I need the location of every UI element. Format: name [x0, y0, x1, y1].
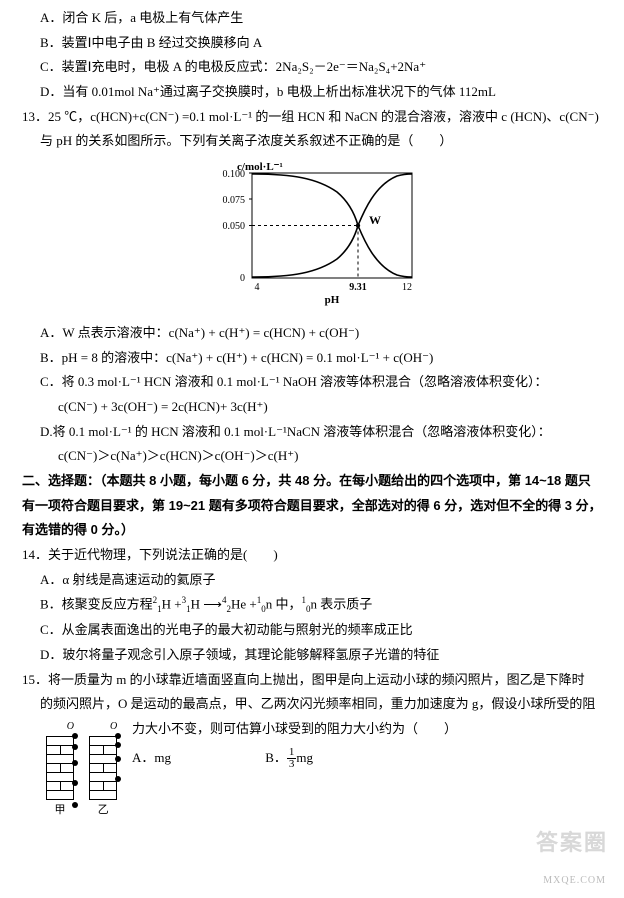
q13-chart-wrap: c/mol·L⁻¹ 0.100 0.075 0.050 0 4 9.31 12 … — [22, 158, 602, 317]
svg-text:9.31: 9.31 — [349, 282, 367, 293]
q15-opt-b: B．13mg — [265, 746, 313, 771]
svg-text:12: 12 — [402, 282, 412, 293]
svg-text:0.075: 0.075 — [223, 195, 246, 206]
q14-opt-d: D．玻尔将量子观念引入原子领域，其理论能够解释氢原子光谱的特征 — [22, 643, 602, 668]
q14-opt-b: B．核聚变反应方程21H +31H ⟶42He +10n 中，10n 表示质子 — [22, 592, 602, 618]
q13-opt-b: B．pH = 8 的溶液中：c(Na⁺) + c(H⁺) + c(HCN) = … — [22, 346, 602, 371]
q12-opt-b: B．装置Ⅰ中电子由 B 经过交换膜移向 A — [22, 31, 602, 56]
q13-opt-a: A．W 点表示溶液中：c(Na⁺) + c(H⁺) = c(HCN) + c(O… — [22, 321, 602, 346]
q15-stem-1: 15．将一质量为 m 的小球靠近墙面竖直向上抛出，图甲是向上运动小球的频闪照片，… — [22, 668, 602, 693]
strob-col-left: O 甲 — [44, 717, 76, 821]
q13-opt-d1: D.将 0.1 mol·L⁻¹ 的 HCN 溶液和 0.1 mol·L⁻¹NaC… — [22, 420, 602, 445]
w-label: W — [369, 213, 381, 227]
q15-stem-2: 的频闪照片，O 是运动的最高点，甲、乙两次闪光频率相同，重力加速度为 g，假设小… — [22, 692, 602, 717]
q14-b-post: 表示质子 — [317, 597, 372, 612]
q13-opt-c2: c(CN⁻) + 3c(OH⁻) = 2c(HCN)+ 3c(H⁺) — [22, 395, 602, 420]
svg-text:0: 0 — [240, 273, 245, 284]
q14-opt-a: A．α 射线是高速运动的氦原子 — [22, 568, 602, 593]
section2-l1: 二、选择题：（本题共 8 小题，每小题 6 分，共 48 分。在每小题给出的四个… — [22, 469, 602, 494]
section2-l2: 有一项符合题目要求，第 19~21 题有多项符合题目要求，全部选对的得 6 分，… — [22, 494, 602, 519]
strob-col-right: O 乙 — [87, 717, 119, 821]
q14-stem: 14．关于近代物理，下列说法正确的是( ) — [22, 543, 602, 568]
caption-right: 乙 — [87, 800, 119, 821]
q15-b-post: mg — [296, 746, 313, 771]
q14-b-pre: B．核聚变反应方程 — [40, 597, 153, 612]
q13-stem-2: 与 pH 的关系如图所示。下列有关离子浓度关系叙述不正确的是（ ） — [22, 129, 602, 154]
q13-stem-1: 13．25 ℃，c(HCN)+c(CN⁻) =0.1 mol·L⁻¹ 的一组 H… — [22, 105, 602, 130]
q13-chart: c/mol·L⁻¹ 0.100 0.075 0.050 0 4 9.31 12 … — [197, 158, 427, 308]
xlabel: pH — [325, 294, 340, 306]
q14-opt-c: C．从金属表面逸出的光电子的最大初动能与照射光的频率成正比 — [22, 618, 602, 643]
svg-text:4: 4 — [255, 282, 260, 293]
section2-l3: 有选错的得 0 分。） — [22, 518, 602, 543]
o-label-right: O — [87, 717, 119, 736]
q15-b-pre: B． — [265, 746, 287, 771]
watermark-url: MXQE.COM — [543, 871, 606, 890]
q15-stem-3: 力大小不变，则可估算小球受到的阻力大小约为（ ） — [132, 717, 602, 742]
q15-opt-a: A．mg — [132, 746, 262, 771]
svg-text:0.100: 0.100 — [223, 169, 246, 180]
q15-figure: O 甲 O — [44, 717, 126, 811]
watermark-logo: 答案圈 — [536, 822, 608, 864]
q12-opt-d: D．当有 0.01mol Na⁺通过离子交换膜时，b 电极上析出标准状况下的气体… — [22, 80, 602, 105]
o-label-left: O — [44, 717, 76, 736]
q14-b-mid: 中， — [272, 597, 301, 612]
q13-opt-c1: C．将 0.3 mol·L⁻¹ HCN 溶液和 0.1 mol·L⁻¹ NaOH… — [22, 370, 602, 395]
frac-d: 3 — [287, 759, 297, 771]
q12-opt-a: A．闭合 K 后，a 电极上有气体产生 — [22, 6, 602, 31]
q13-opt-d2: c(CN⁻)＞c(Na⁺)＞c(HCN)＞c(OH⁻)＞c(H⁺) — [22, 444, 602, 469]
q12-opt-c: C．装置Ⅰ充电时，电极 A 的电极反应式：2Na₂S₂－2e⁻＝Na₂S₄+2N… — [22, 55, 602, 80]
svg-text:0.050: 0.050 — [223, 221, 246, 232]
